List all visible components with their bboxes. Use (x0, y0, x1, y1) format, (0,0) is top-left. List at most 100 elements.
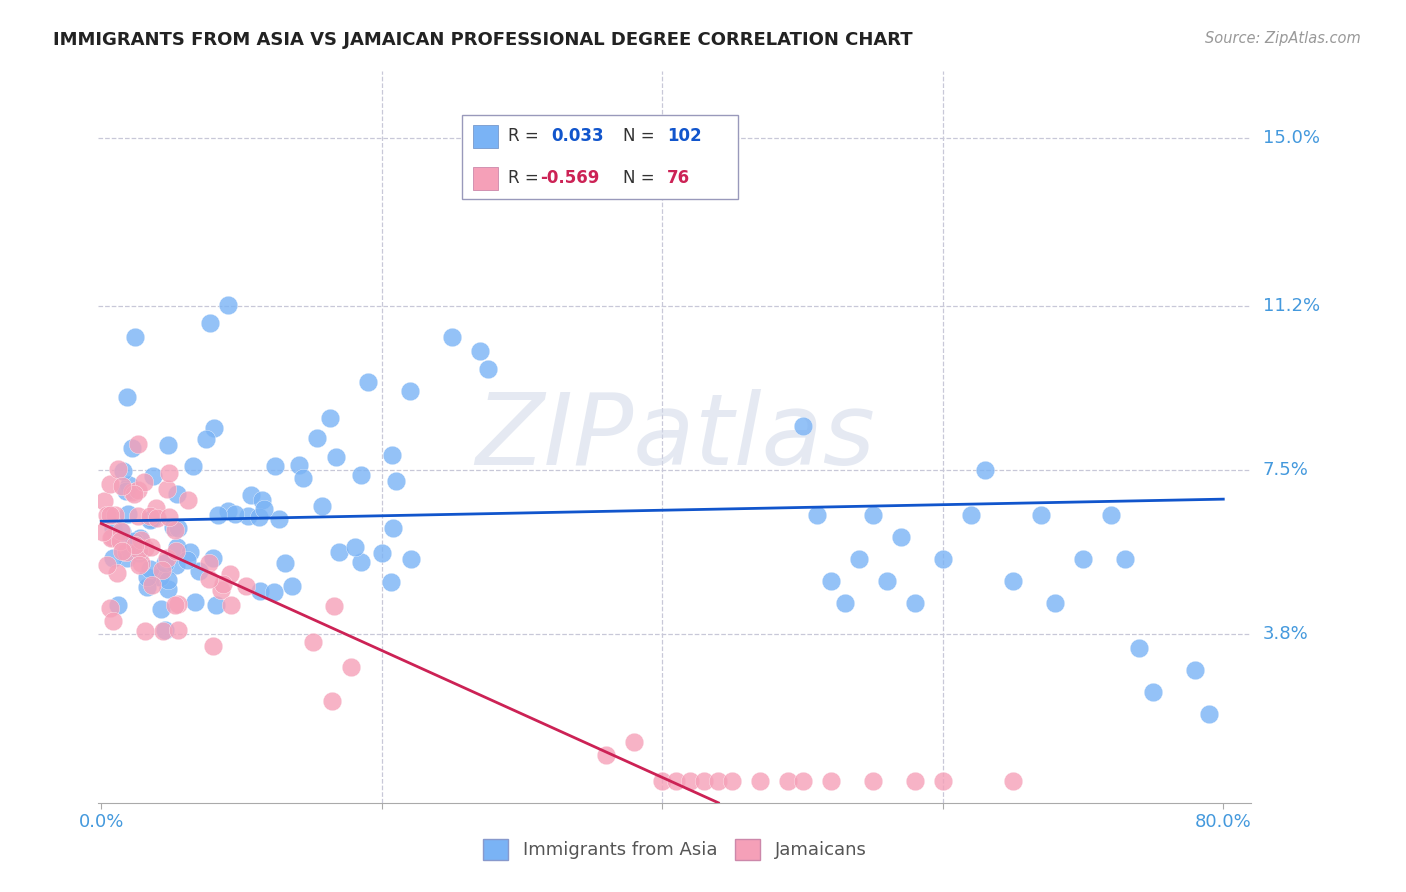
Point (98, 600, 121, 615)
Point (806, 508, 828, 522)
Point (124, 330, 146, 344)
Point (166, 487, 188, 501)
Point (114, 545, 136, 559)
Point (155, 482, 177, 496)
Point (138, 508, 160, 523)
Point (321, 694, 343, 708)
Point (110, 534, 132, 549)
FancyBboxPatch shape (472, 167, 499, 190)
Text: 76: 76 (666, 169, 690, 187)
Point (204, 598, 226, 612)
Text: N =: N = (623, 128, 659, 145)
Point (959, 508, 981, 522)
Point (932, 552, 955, 566)
Point (235, 578, 257, 592)
Point (792, 773, 814, 788)
Point (380, 575, 402, 590)
Point (281, 579, 304, 593)
Point (104, 508, 127, 522)
Point (792, 419, 814, 434)
Point (224, 507, 246, 521)
Point (129, 533, 152, 547)
Point (157, 510, 180, 524)
Point (157, 582, 180, 596)
Point (100, 531, 122, 545)
Point (118, 477, 141, 491)
Point (328, 545, 350, 559)
Point (197, 557, 219, 571)
Point (274, 557, 297, 571)
Point (249, 583, 271, 598)
Point (111, 479, 134, 493)
Point (904, 773, 927, 788)
Point (142, 468, 165, 483)
Point (217, 298, 239, 312)
Point (117, 507, 139, 521)
Point (124, 538, 146, 552)
Point (111, 544, 134, 558)
Point (820, 773, 842, 788)
Point (287, 458, 309, 472)
Text: 15.0%: 15.0% (1263, 128, 1320, 147)
Point (665, 773, 688, 788)
Point (149, 602, 172, 616)
Point (128, 543, 150, 558)
Point (121, 485, 143, 500)
Point (693, 773, 716, 788)
Point (264, 459, 287, 474)
Point (139, 513, 162, 527)
Point (1128, 640, 1150, 655)
Point (103, 551, 125, 566)
Point (122, 533, 145, 548)
Point (153, 556, 176, 570)
Text: 102: 102 (666, 128, 702, 145)
Point (1043, 596, 1066, 610)
Point (149, 569, 172, 583)
Point (103, 521, 125, 535)
Point (129, 556, 152, 570)
Point (253, 501, 276, 516)
Point (110, 524, 132, 538)
Point (440, 330, 463, 344)
Text: 7.5%: 7.5% (1263, 461, 1309, 479)
Point (141, 540, 163, 554)
Point (239, 488, 262, 502)
Point (319, 411, 342, 425)
Point (381, 521, 404, 535)
Point (301, 635, 323, 649)
Point (128, 558, 150, 573)
FancyBboxPatch shape (461, 115, 738, 200)
Point (167, 521, 190, 535)
Point (98, 508, 121, 522)
Point (128, 546, 150, 560)
Point (267, 512, 290, 526)
Point (357, 375, 380, 389)
Point (162, 520, 184, 534)
Point (150, 563, 173, 577)
Point (111, 525, 134, 540)
Text: R =: R = (508, 169, 544, 187)
Point (218, 503, 240, 517)
Point (623, 175, 645, 189)
Text: IMMIGRANTS FROM ASIA VS JAMAICAN PROFESSIONAL DEGREE CORRELATION CHART: IMMIGRANTS FROM ASIA VS JAMAICAN PROFESS… (53, 31, 912, 49)
Point (96, 508, 118, 522)
Point (876, 574, 898, 589)
Text: R =: R = (508, 128, 544, 145)
Point (163, 523, 186, 537)
Point (398, 384, 420, 398)
Point (165, 558, 187, 573)
Point (96, 558, 118, 572)
Point (219, 566, 242, 581)
Text: 3.8%: 3.8% (1263, 625, 1309, 643)
Point (152, 624, 174, 639)
Point (820, 574, 842, 589)
Point (477, 362, 499, 376)
Point (202, 420, 225, 434)
Point (166, 597, 188, 611)
Point (107, 598, 129, 612)
Point (200, 316, 222, 330)
Point (177, 493, 200, 508)
Text: 11.2%: 11.2% (1263, 297, 1320, 315)
Point (325, 450, 347, 465)
Point (128, 532, 150, 546)
